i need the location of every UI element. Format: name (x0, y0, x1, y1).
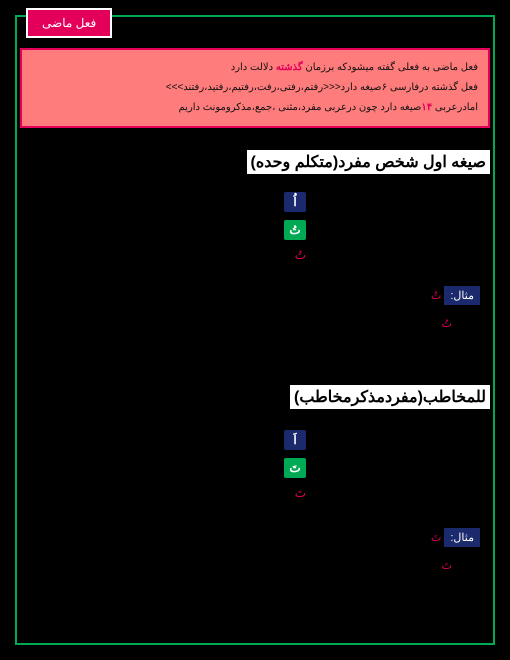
heading-2-wrap: للمخاطب(مفردمذکرمخاطب) (290, 385, 490, 409)
heading-2: للمخاطب(مفردمذکرمخاطب) (290, 385, 490, 409)
title-badge: فعل ماضی (26, 8, 112, 38)
conjugation-block-2: اَ تَ تَ (280, 426, 310, 504)
info-kw-1: گذشته (276, 62, 303, 73)
info-line-1: فعل ماضی به فعلی گفته میشودکه برزمان گذش… (32, 58, 478, 78)
chip-green-1: تُ (284, 220, 306, 240)
example-red-1: تُ (431, 290, 441, 302)
heading-1-wrap: صیغه اول شخص مفرد(متکلم وحده) (247, 150, 490, 174)
info-line-3a: امادرعربی (432, 102, 478, 113)
info-line-1a: فعل ماضی به فعلی گفته میشودکه برزمان (303, 62, 478, 73)
example-row-1: مثال: تُ تُ (431, 286, 480, 330)
info-kw-2: ۱۴ (421, 102, 432, 113)
example-label-1: مثال: (444, 286, 480, 305)
chip-navy-1: اُ (284, 192, 306, 212)
example-tail-2: تَ (442, 560, 452, 572)
info-line-3: امادرعربی ۱۴صیغه دارد چون درعربی مفرد،مث… (32, 98, 478, 118)
example-row-2: مثال: تَ تَ (431, 528, 480, 572)
example-red-2: تَ (431, 532, 441, 544)
example-tail-1: تُ (442, 318, 452, 330)
chip-navy-2: اَ (284, 430, 306, 450)
chip-green-2: تَ (284, 458, 306, 478)
info-line-2: فعل گذشته درفارسی ۶صیغه دارد<<<رفتم،رفتی… (32, 78, 478, 98)
info-line-3b: صیغه دارد چون درعربی مفرد،مثنی ،جمع،مذکر… (179, 102, 422, 113)
example-label-2: مثال: (444, 528, 480, 547)
info-box: فعل ماضی به فعلی گفته میشودکه برزمان گذش… (20, 48, 490, 128)
red-suffix-1: تُ (291, 244, 310, 266)
red-suffix-2: تَ (291, 482, 310, 504)
conjugation-block-1: اُ تُ تُ (280, 188, 310, 266)
info-line-1b: دلالت دارد (231, 62, 276, 73)
heading-1: صیغه اول شخص مفرد(متکلم وحده) (247, 150, 490, 174)
